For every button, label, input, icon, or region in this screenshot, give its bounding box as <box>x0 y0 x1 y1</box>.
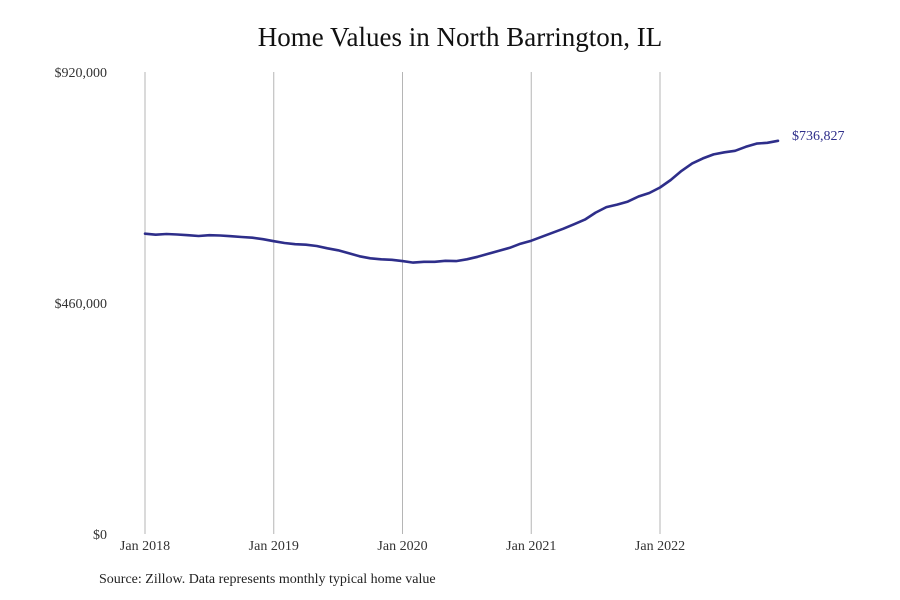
x-tick-label: Jan 2022 <box>635 539 685 554</box>
x-tick-label: Jan 2019 <box>249 539 299 554</box>
source-note: Source: Zillow. Data represents monthly … <box>99 572 436 587</box>
gridlines <box>144 72 661 534</box>
y-axis-ticks: $0 $460,000 $920,000 <box>55 66 108 543</box>
x-axis-ticks: Jan 2018 Jan 2019 Jan 2020 Jan 2021 Jan 2022 <box>120 539 685 554</box>
x-tick-label: Jan 2018 <box>120 539 170 554</box>
series-layer: $736,827 <box>143 129 845 264</box>
x-tick-label: Jan 2021 <box>506 539 556 554</box>
chart-title: Home Values in North Barrington, IL <box>257 22 663 52</box>
y-tick-label: $920,000 <box>55 66 108 81</box>
x-tick-label: Jan 2020 <box>377 539 427 554</box>
end-value-label: $736,827 <box>792 129 845 144</box>
y-tick-label: $0 <box>93 528 107 543</box>
series-line <box>143 139 780 264</box>
y-tick-label: $460,000 <box>55 297 108 312</box>
